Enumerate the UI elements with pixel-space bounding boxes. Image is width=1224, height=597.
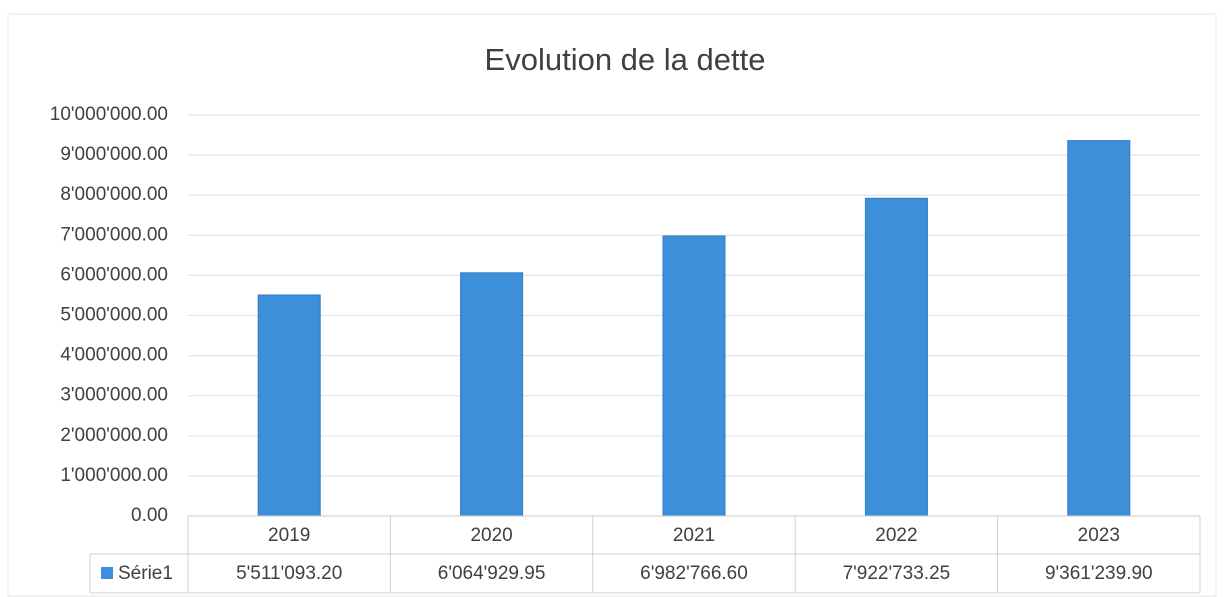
x-tick-label: 2019	[268, 525, 310, 546]
y-tick-label: 4'000'000.00	[60, 345, 168, 366]
bar	[662, 235, 726, 517]
chart-border	[7, 13, 1217, 597]
bar	[460, 272, 524, 517]
y-tick-label: 5'000'000.00	[60, 305, 168, 326]
y-tick-label: 2'000'000.00	[60, 425, 168, 446]
y-tick-label: 6'000'000.00	[60, 264, 168, 285]
bar	[864, 197, 928, 517]
table-value: 7'922'733.25	[843, 563, 951, 584]
table-value: 6'064'929.95	[438, 563, 546, 584]
table-value: 6'982'766.60	[640, 563, 748, 584]
table-value: 5'511'093.20	[236, 563, 342, 584]
x-tick-label: 2021	[673, 525, 715, 546]
y-tick-label: 9'000'000.00	[60, 144, 168, 165]
y-tick-label: 10'000'000.00	[50, 104, 168, 125]
x-tick-label: 2023	[1078, 525, 1120, 546]
chart-title: Evolution de la dette	[485, 42, 766, 77]
table-value: 9'361'239.90	[1045, 563, 1153, 584]
bar	[257, 294, 321, 517]
legend-label: Série1	[118, 563, 173, 584]
y-tick-label: 7'000'000.00	[60, 224, 168, 245]
x-tick-label: 2020	[470, 525, 512, 546]
legend-swatch	[101, 567, 113, 579]
x-tick-label: 2022	[875, 525, 917, 546]
y-tick-label: 8'000'000.00	[60, 184, 168, 205]
y-tick-label: 1'000'000.00	[60, 465, 168, 486]
y-tick-label: 3'000'000.00	[60, 385, 168, 406]
bar	[1067, 140, 1131, 517]
y-tick-label: 0.00	[131, 505, 168, 526]
